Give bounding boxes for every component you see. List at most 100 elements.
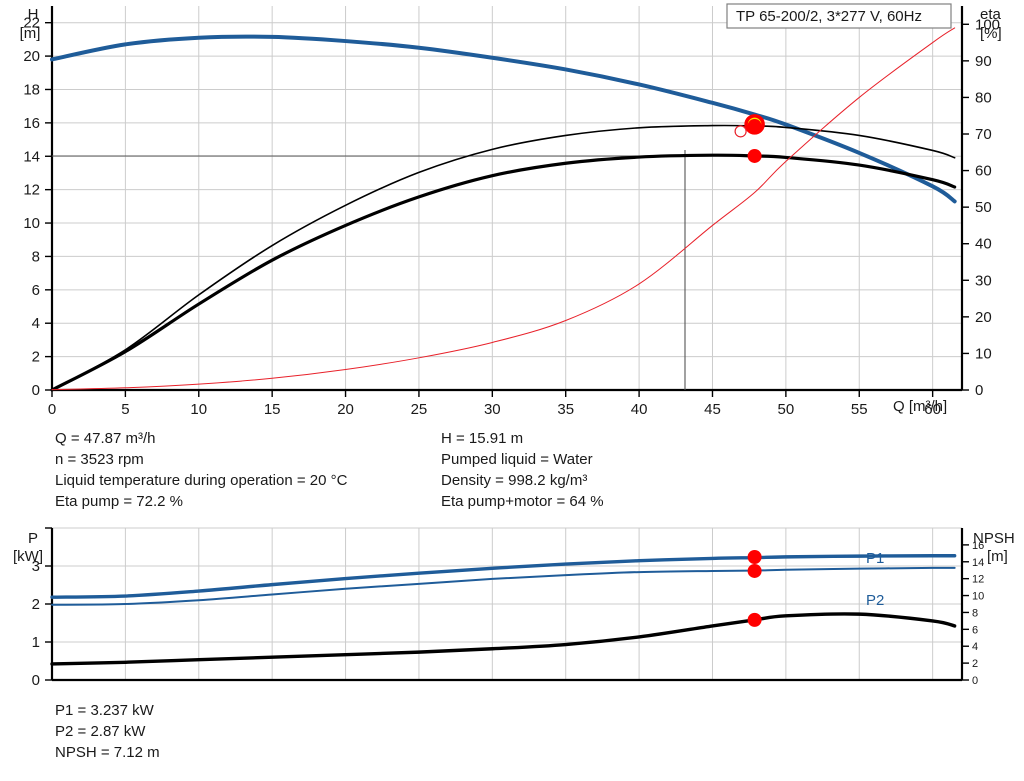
top-x-tick: 50 [778, 401, 795, 418]
curve-h-head-curve [50, 34, 957, 204]
bottom-y-left-title-line1: P [28, 530, 38, 547]
curve-tail [51, 351, 126, 391]
curve-label-p2: P2 [866, 592, 884, 609]
npsh-red-ring [734, 125, 747, 138]
top-x-tick: 30 [484, 401, 501, 418]
top-y-right-tick: 70 [975, 126, 992, 143]
top-y-right-tick: 90 [975, 53, 992, 70]
bottom-y-left-tick: 1 [32, 634, 40, 651]
curve-tail [51, 43, 126, 60]
info-eta-pump-motor: Eta pump+motor = 64 % [441, 493, 604, 510]
top-tick-labels: 0 5 10 15 20 25 30 35 40 45 50 55 60 0 2 4 6 8 10 12 14 16 18 2… [23, 15, 1000, 418]
info-temp: Liquid temperature during operation = 20… [55, 472, 348, 489]
bottom-y-right-tick: 2 [972, 658, 978, 670]
top-y-left-title-line1: H [28, 6, 39, 23]
top-y-left-tick: 20 [23, 48, 40, 65]
top-x-tick: 0 [48, 401, 56, 418]
top-y-left-tick: 2 [32, 349, 40, 366]
top-y-left-tick: 0 [32, 382, 40, 399]
top-x-tick: 60 [924, 401, 941, 418]
curve-npsh-reference-red- [51, 27, 956, 391]
top-curves [50, 27, 957, 392]
top-y-right-tick: 40 [975, 236, 992, 253]
bottom-y-right-tick: 14 [972, 557, 984, 569]
npsh-duty-point [747, 612, 762, 627]
head-efficiency-chart: 0 5 10 15 20 25 30 35 40 45 50 55 60 0 2 4 6 8 10 12 14 16 18 2… [20, 3, 1002, 418]
top-y-right-title-line1: eta [980, 6, 1002, 23]
eta-pump-motor-duty-point [747, 148, 762, 163]
top-x-tick: 25 [411, 401, 428, 418]
bottom-y-right-tick: 8 [972, 607, 978, 619]
curve-p2 [51, 566, 956, 606]
top-axes [50, 6, 964, 392]
curve-eta-pump [51, 124, 956, 391]
top-y-right-tick: 0 [975, 382, 983, 399]
bottom-curves [50, 554, 957, 666]
bottom-y-left-tick: 0 [32, 672, 40, 689]
chart-title-label: TP 65-200/2, 3*277 V, 60Hz [736, 8, 922, 25]
bottom-y-right-tick: 6 [972, 624, 978, 636]
info-block-right: H = 15.91 m Pumped liquid = Water Densit… [441, 428, 604, 512]
top-x-tick: 20 [337, 401, 354, 418]
bottom-y-left-tick: 3 [32, 558, 40, 575]
top-duty-markers [734, 114, 765, 163]
top-x-title: Q [m³/h] [893, 398, 947, 415]
bottom-y-right-tick: 10 [972, 591, 984, 603]
bottom-ticks [45, 527, 969, 681]
top-y-left-tick: 10 [23, 215, 40, 232]
curve-p1 [50, 554, 957, 599]
curve-tail [51, 595, 126, 598]
info-p1: P1 = 3.237 kW [55, 702, 154, 719]
info-block-left: Q = 47.87 m³/h n = 3523 rpm Liquid tempe… [55, 428, 347, 512]
top-y-right-tick: 80 [975, 89, 992, 106]
top-y-left-tick: 12 [23, 182, 40, 199]
top-y-right-tick: 10 [975, 345, 992, 362]
top-y-right-tick: 20 [975, 309, 992, 326]
info-n: n = 3523 rpm [55, 451, 144, 468]
bottom-y-left-title-line2: [kW] [13, 548, 43, 565]
info-density: Density = 998.2 kg/m³ [441, 472, 588, 489]
top-y-left-tick: 18 [23, 81, 40, 98]
top-y-left-tick: 22 [23, 15, 40, 32]
bottom-grid [51, 527, 962, 681]
top-y-left-tick: 4 [32, 315, 40, 332]
top-x-tick: 55 [851, 401, 868, 418]
bottom-y-right-title-line1: NPSH [973, 530, 1015, 547]
top-y-right-tick: 100 [975, 16, 1000, 33]
top-y-right-tick: 50 [975, 199, 992, 216]
info-liquid: Pumped liquid = Water [441, 451, 593, 468]
curve-npsh [50, 612, 957, 666]
bottom-y-right-tick: 16 [972, 540, 984, 552]
bottom-y-right-tick: 0 [972, 675, 978, 687]
p2-duty-point [747, 563, 762, 578]
curve-tail [51, 661, 126, 665]
top-x-tick: 35 [557, 401, 574, 418]
duty-reference-lines [52, 150, 686, 390]
top-x-tick: 45 [704, 401, 721, 418]
info-q: Q = 47.87 m³/h [55, 430, 156, 447]
bottom-y-left-tick: 2 [32, 596, 40, 613]
chart-title-box: TP 65-200/2, 3*277 V, 60Hz [726, 3, 952, 29]
bottom-y-right-tick: 12 [972, 574, 984, 586]
top-y-left-tick: 6 [32, 282, 40, 299]
top-y-left-title-line2: [m] [20, 25, 41, 42]
top-x-tick: 5 [121, 401, 129, 418]
top-y-right-tick: 30 [975, 272, 992, 289]
top-x-tick: 40 [631, 401, 648, 418]
bottom-y-right-title-line2: [m] [987, 548, 1008, 565]
eta-pump-duty-point [747, 118, 762, 133]
top-y-left-tick: 14 [23, 148, 40, 165]
bottom-y-right-tick: 4 [972, 641, 978, 653]
top-x-tick: 10 [190, 401, 207, 418]
info-p2: P2 = 2.87 kW [55, 723, 146, 740]
top-ticks [45, 21, 969, 397]
top-y-right-title-line2: [%] [980, 25, 1002, 42]
p1-duty-point [747, 549, 762, 564]
info-npsh: NPSH = 7.12 m [55, 744, 160, 761]
top-y-left-tick: 16 [23, 115, 40, 132]
info-h: H = 15.91 m [441, 430, 524, 447]
bottom-duty-markers [747, 549, 762, 627]
